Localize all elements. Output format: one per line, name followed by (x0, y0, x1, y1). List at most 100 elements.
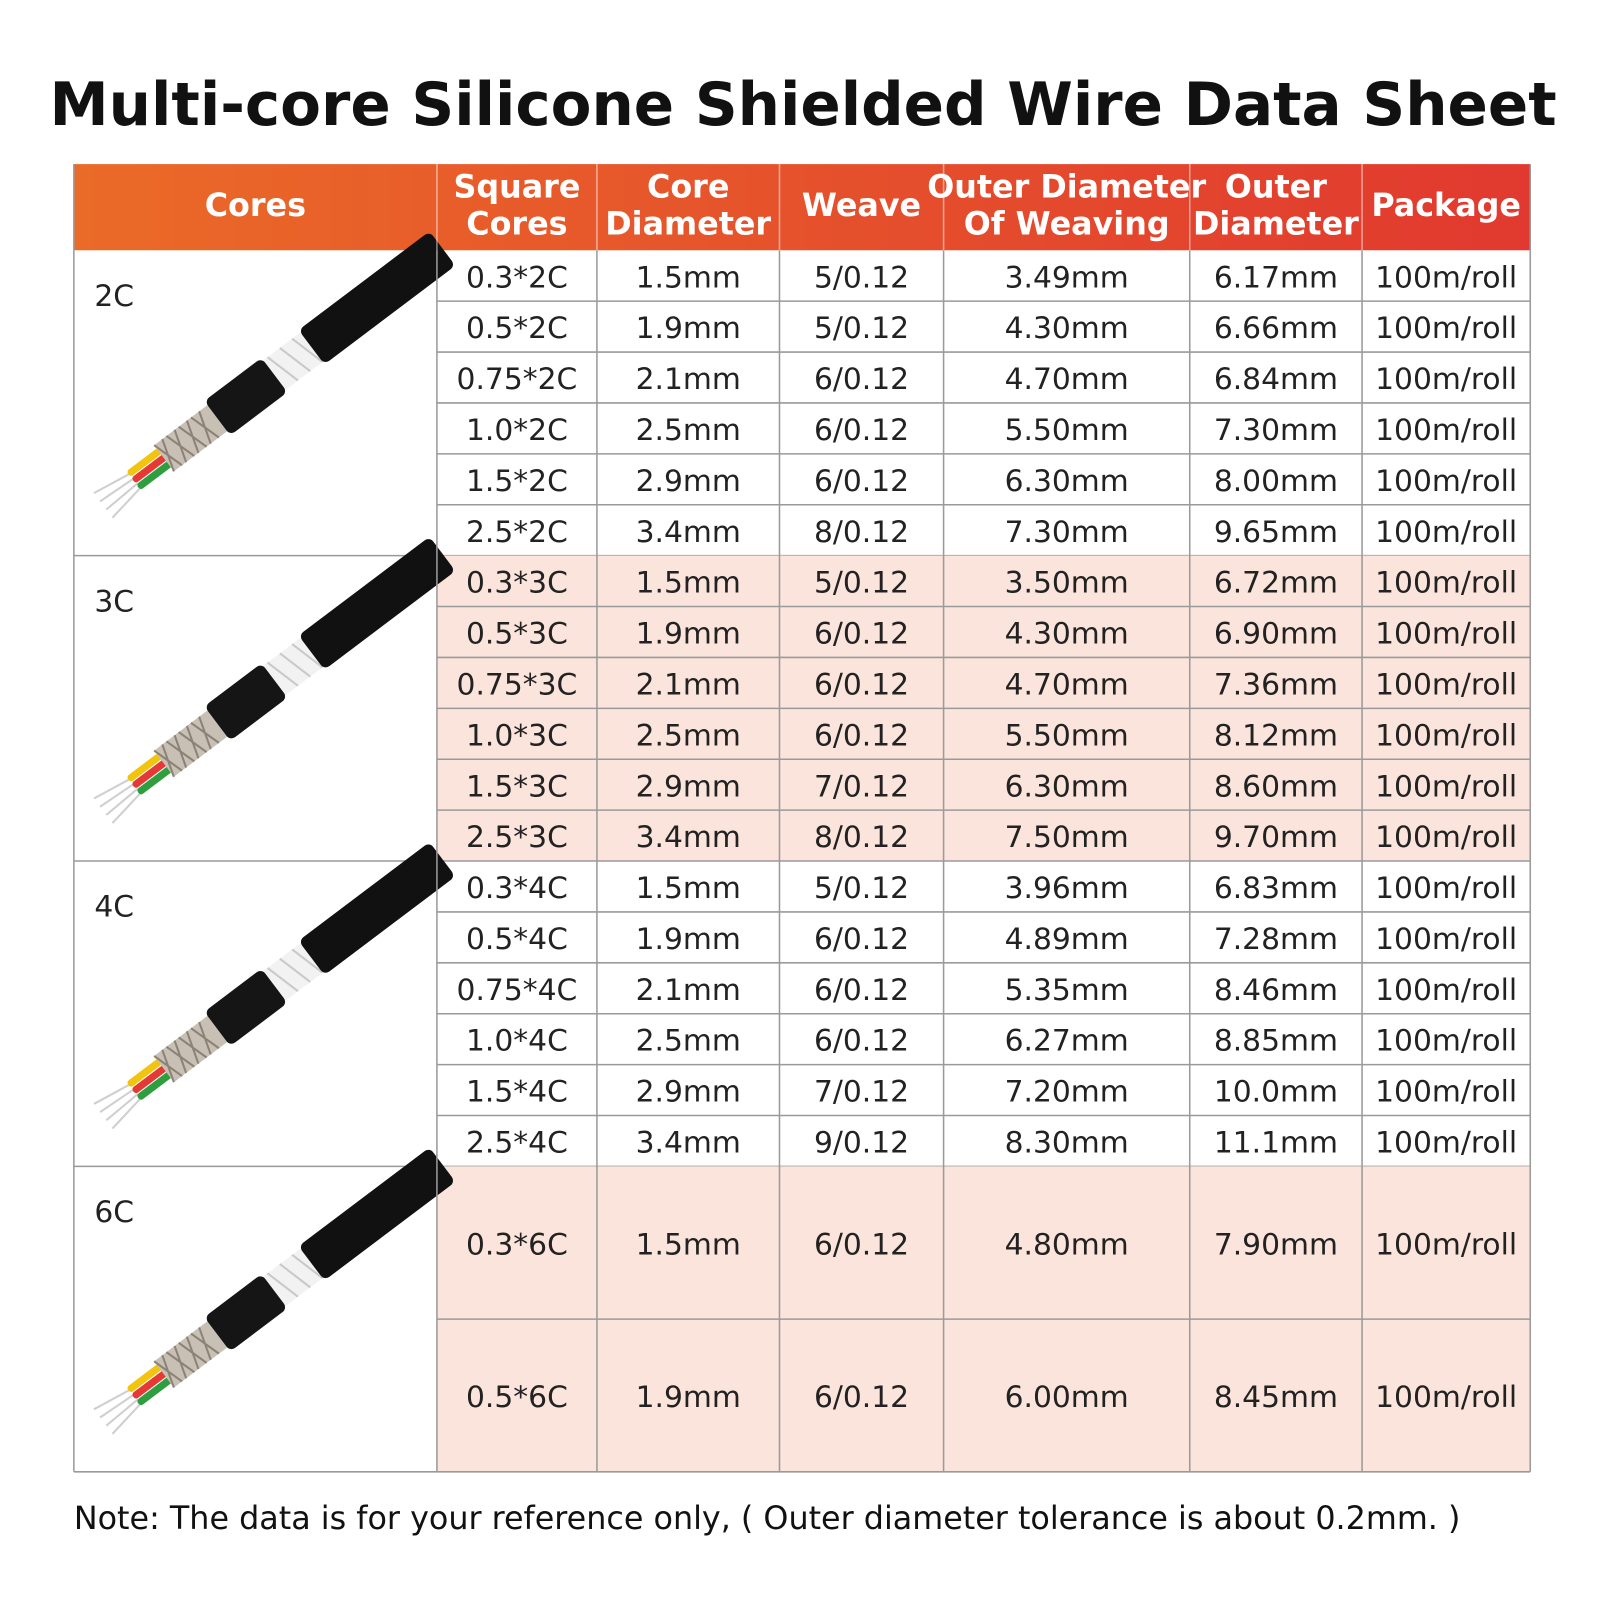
table-cell: 8.85mm (1214, 1024, 1338, 1059)
table-cell: 1.9mm (636, 1380, 741, 1415)
table-cell: 8.60mm (1214, 769, 1338, 804)
table-cell: 6/0.12 (814, 362, 909, 397)
table-cell: 100m/roll (1375, 718, 1517, 753)
table-cell: 5.35mm (1005, 973, 1129, 1008)
header-cell: Core (647, 169, 729, 206)
title: Multi-core Silicone Shielded Wire Data S… (50, 71, 1557, 140)
table-cell: 100m/roll (1375, 464, 1517, 499)
table-cell: 1.5mm (636, 1227, 741, 1262)
table-cell: 6/0.12 (814, 413, 909, 448)
table-cell: 9/0.12 (814, 1126, 909, 1161)
table-cell: 6.83mm (1214, 871, 1338, 906)
table-cell: 1.5mm (636, 871, 741, 906)
table-cell: 3.4mm (636, 1126, 741, 1161)
table-cell: 8/0.12 (814, 820, 909, 855)
table-cell: 6/0.12 (814, 617, 909, 652)
header-cell: Outer (1225, 169, 1327, 206)
table-cell: 4.89mm (1005, 922, 1129, 957)
table-cell: 8.46mm (1214, 973, 1338, 1008)
table-cell: 2.5*3C (466, 820, 568, 855)
table-cell: 1.0*2C (466, 413, 568, 448)
table-cell: 6.00mm (1005, 1380, 1129, 1415)
cable-image (88, 841, 457, 1134)
table-cell: 100m/roll (1375, 871, 1517, 906)
header-cell: Outer Diameter (927, 169, 1206, 206)
table-cell: 7.50mm (1005, 820, 1129, 855)
table-cell: 2.5*2C (466, 515, 568, 550)
header-cell: Of Weaving (964, 206, 1170, 243)
table-cell: 8.00mm (1214, 464, 1338, 499)
table-cell: 100m/roll (1375, 1075, 1517, 1110)
table-cell: 5/0.12 (814, 311, 909, 346)
table-cell: 1.9mm (636, 311, 741, 346)
table-cell: 3.4mm (636, 820, 741, 855)
table-cell: 8/0.12 (814, 515, 909, 550)
group-label: 6C (94, 1195, 134, 1230)
note: Note: The data is for your reference onl… (74, 1500, 1461, 1537)
table-cell: 4.80mm (1005, 1227, 1129, 1262)
table-cell: 6.84mm (1214, 362, 1338, 397)
table-cell: 0.5*6C (466, 1380, 568, 1415)
table-cell: 1.0*4C (466, 1024, 568, 1059)
group-label: 4C (94, 890, 134, 925)
table-cell: 6/0.12 (814, 1024, 909, 1059)
table-cell: 7.30mm (1005, 515, 1129, 550)
table-cell: 4.30mm (1005, 617, 1129, 652)
table-cell: 6.90mm (1214, 617, 1338, 652)
table-cell: 7.28mm (1214, 922, 1338, 957)
table-cell: 3.4mm (636, 515, 741, 550)
table-cell: 6/0.12 (814, 718, 909, 753)
table-cell: 0.5*3C (466, 617, 568, 652)
table-cell: 1.0*3C (466, 718, 568, 753)
table-cell: 100m/roll (1375, 311, 1517, 346)
table-cell: 7.30mm (1214, 413, 1338, 448)
table-cell: 2.5mm (636, 718, 741, 753)
table-cell: 5/0.12 (814, 566, 909, 601)
cable-image (88, 535, 457, 829)
table-cell: 5.50mm (1005, 413, 1129, 448)
table-cell: 11.1mm (1214, 1126, 1338, 1161)
table-cell: 6.72mm (1214, 566, 1338, 601)
header-cell: Cores (466, 206, 567, 243)
table-cell: 10.0mm (1214, 1075, 1338, 1110)
table-cell: 6/0.12 (814, 464, 909, 499)
table-cell: 5/0.12 (814, 871, 909, 906)
table-cell: 3.50mm (1005, 566, 1129, 601)
table-cell: 100m/roll (1375, 617, 1517, 652)
table-cell: 7/0.12 (814, 769, 909, 804)
table-cell: 6.66mm (1214, 311, 1338, 346)
cable-image (88, 230, 457, 523)
table-cell: 2.9mm (636, 769, 741, 804)
table-cell: 7/0.12 (814, 1075, 909, 1110)
table-cell: 6.27mm (1005, 1024, 1129, 1059)
table-cell: 6/0.12 (814, 667, 909, 702)
table-cell: 8.30mm (1005, 1126, 1129, 1161)
table-cell: 2.5mm (636, 413, 741, 448)
table-cell: 100m/roll (1375, 566, 1517, 601)
header-cell: Package (1371, 187, 1521, 224)
table-cell: 100m/roll (1375, 769, 1517, 804)
table-cell: 4.70mm (1005, 362, 1129, 397)
table-cell: 7.36mm (1214, 667, 1338, 702)
table-cell: 1.5mm (636, 260, 741, 295)
table-cell: 1.5*4C (466, 1075, 568, 1110)
header-cell: Weave (802, 187, 921, 224)
group-label: 3C (94, 584, 134, 619)
table-cell: 100m/roll (1375, 1126, 1517, 1161)
table-cell: 6.30mm (1005, 464, 1129, 499)
table-cell: 2.9mm (636, 464, 741, 499)
table-cell: 2.1mm (636, 362, 741, 397)
group-label: 2C (94, 279, 134, 314)
table-cell: 0.75*2C (457, 362, 578, 397)
table-cell: 100m/roll (1375, 820, 1517, 855)
table-cell: 0.3*4C (466, 871, 568, 906)
table-cell: 0.3*6C (466, 1227, 568, 1262)
table-cell: 2.1mm (636, 973, 741, 1008)
table-cell: 4.30mm (1005, 311, 1129, 346)
table-cell: 9.70mm (1214, 820, 1338, 855)
table-cell: 100m/roll (1375, 362, 1517, 397)
table-cell: 5/0.12 (814, 260, 909, 295)
cable-image (88, 1146, 457, 1439)
table-cell: 100m/roll (1375, 260, 1517, 295)
